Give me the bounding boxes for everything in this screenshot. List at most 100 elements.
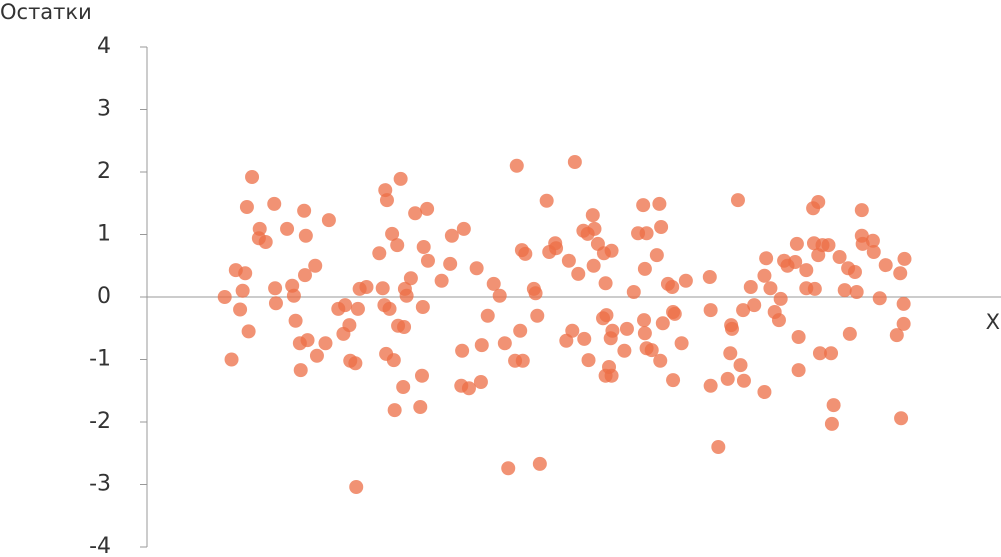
point	[789, 236, 804, 251]
point	[644, 343, 659, 358]
point	[258, 235, 273, 249]
point	[654, 220, 669, 234]
point	[300, 333, 315, 348]
y-tick-label: 2	[97, 159, 111, 184]
point	[655, 316, 670, 331]
point	[703, 378, 718, 393]
point	[372, 246, 387, 261]
point	[415, 300, 430, 314]
point	[532, 456, 547, 471]
point	[474, 338, 489, 353]
point	[666, 373, 681, 388]
point	[812, 346, 827, 361]
point	[497, 336, 512, 351]
point	[321, 213, 336, 228]
point	[763, 281, 778, 296]
point	[674, 336, 689, 351]
point	[338, 298, 353, 313]
point	[757, 268, 772, 283]
point	[811, 195, 826, 209]
point	[239, 200, 254, 214]
point	[530, 308, 545, 323]
point	[565, 323, 580, 338]
point	[896, 296, 911, 311]
point	[571, 266, 586, 281]
y-tick-label: -4	[89, 534, 111, 557]
point	[637, 313, 652, 328]
point	[807, 281, 822, 296]
point	[386, 353, 401, 368]
point	[736, 303, 751, 318]
point	[896, 316, 911, 331]
point	[513, 323, 528, 338]
y-tick-label: 4	[97, 34, 111, 59]
point	[393, 171, 408, 186]
point	[268, 296, 283, 311]
point	[434, 273, 449, 288]
point	[637, 261, 652, 276]
point	[469, 261, 484, 276]
point	[241, 324, 256, 339]
point	[577, 331, 592, 346]
point	[788, 255, 803, 269]
point	[866, 245, 881, 259]
point	[387, 403, 402, 418]
point	[379, 193, 394, 208]
point	[238, 266, 253, 281]
point	[342, 318, 357, 333]
point	[720, 371, 735, 386]
y-tick-label: 0	[97, 284, 111, 309]
point	[665, 280, 680, 294]
point	[480, 308, 495, 323]
point	[293, 363, 308, 378]
point	[652, 196, 667, 211]
point	[561, 253, 576, 268]
point	[821, 238, 836, 253]
y-tick-label: 1	[97, 222, 111, 247]
point	[723, 346, 738, 361]
point	[832, 250, 847, 264]
point	[842, 326, 857, 341]
point	[799, 263, 814, 278]
point	[757, 385, 772, 399]
point	[617, 343, 632, 358]
point	[298, 228, 313, 243]
point	[399, 288, 414, 303]
point	[297, 268, 312, 283]
point	[308, 258, 323, 273]
y-tick-label: 3	[97, 97, 111, 122]
point	[501, 461, 516, 476]
point	[567, 155, 582, 169]
y-tick-label: -2	[89, 409, 111, 434]
point	[889, 328, 904, 343]
point	[280, 221, 295, 236]
point	[771, 313, 786, 328]
point	[252, 221, 267, 236]
point	[385, 226, 400, 241]
point	[528, 286, 543, 301]
point	[233, 302, 248, 317]
point	[581, 353, 596, 368]
point	[414, 368, 429, 383]
point	[461, 381, 476, 396]
point	[585, 208, 600, 223]
point	[847, 265, 862, 279]
point	[396, 380, 411, 394]
point	[703, 303, 718, 318]
point	[826, 398, 841, 413]
point	[759, 251, 774, 266]
point	[539, 193, 554, 208]
point	[604, 243, 619, 258]
point	[878, 258, 893, 273]
point	[854, 203, 869, 218]
point	[288, 313, 303, 328]
point	[509, 158, 524, 173]
point	[626, 285, 641, 299]
point	[350, 301, 365, 316]
point	[619, 321, 634, 336]
point	[733, 358, 748, 373]
x-axis-label: X	[986, 310, 1000, 334]
point	[235, 283, 250, 298]
point	[773, 291, 788, 306]
